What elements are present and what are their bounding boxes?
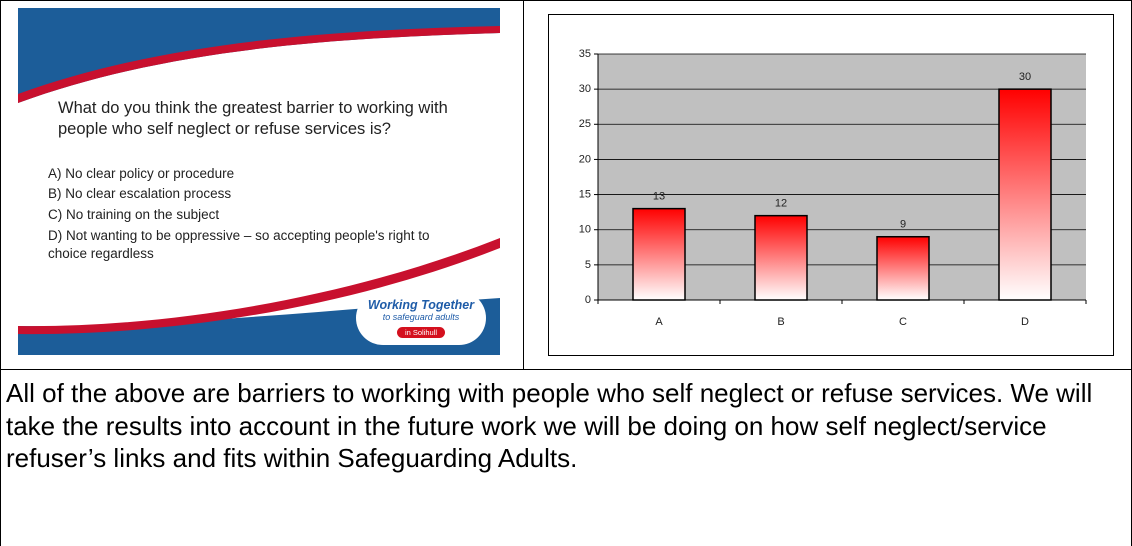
table-border — [0, 369, 1132, 370]
bar — [998, 88, 1052, 301]
y-tick-label: 0 — [585, 294, 591, 306]
y-tick-label: 10 — [579, 224, 591, 236]
paragraph: All of the above are barriers to working… — [6, 378, 1093, 473]
bar — [754, 214, 808, 301]
slide-option: C) No training on the subject — [48, 207, 220, 222]
x-tick-label: A — [655, 316, 663, 328]
bar — [876, 235, 930, 301]
value-label: 13 — [653, 191, 665, 203]
x-tick-label: B — [777, 316, 784, 328]
value-label: 9 — [900, 219, 906, 231]
y-tick-label: 20 — [579, 153, 591, 165]
y-tick-label: 30 — [579, 83, 591, 95]
y-tick-label: 15 — [579, 188, 591, 200]
table-border — [523, 0, 524, 370]
chart: 0 5 10 15 20 25 30 35 A 13 B 12 C 9 D 30 — [579, 48, 1087, 328]
value-label: 30 — [1019, 71, 1031, 83]
chart-frame: 0 5 10 15 20 25 30 35 A 13 B 12 C 9 D 30 — [548, 14, 1114, 356]
table-border — [0, 0, 1, 546]
value-label: 12 — [775, 198, 787, 210]
slide-option: A) No clear policy or procedure — [48, 166, 235, 181]
x-tick-label: C — [899, 316, 907, 328]
logo: Working Together to safeguard adults in … — [356, 291, 486, 345]
logo-place: in Solihull — [396, 327, 446, 338]
y-tick-label: 25 — [579, 118, 591, 130]
y-tick-label: 5 — [585, 259, 591, 271]
logo-title: Working Together — [367, 298, 475, 312]
y-tick-label: 35 — [579, 48, 591, 60]
x-tick-label: D — [1021, 316, 1029, 328]
logo-subtitle: to safeguard adults — [382, 312, 460, 322]
slide: What do you think the greatest barrier t… — [18, 8, 500, 355]
slide-option: B) No clear escalation process — [48, 186, 232, 201]
table-border — [0, 0, 1132, 1]
slide-option: D) Not wanting to be oppressive – so acc… — [48, 228, 430, 261]
slide-question: What do you think the greatest barrier t… — [58, 99, 448, 138]
bar — [632, 207, 686, 301]
